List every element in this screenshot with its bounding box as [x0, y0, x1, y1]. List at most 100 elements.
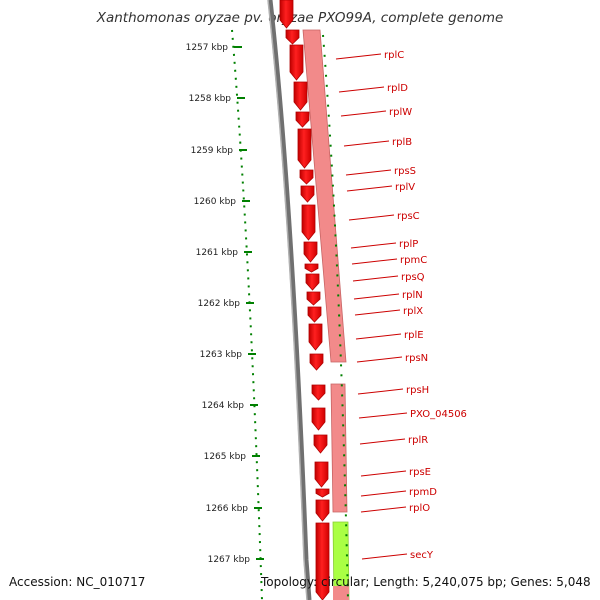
- gene-arrow[interactable]: [314, 461, 329, 488]
- genome-summary: Topology: circular; Length: 5,240,075 bp…: [261, 575, 591, 589]
- gene-label-text: secY: [410, 550, 434, 561]
- scale-tick-label: 1257 kbp: [186, 43, 229, 53]
- scale-tick: 1266 kbp: [206, 504, 262, 514]
- gene-label-rplp[interactable]: rplP: [350, 239, 418, 250]
- gene-label-text: rplD: [387, 83, 408, 94]
- gene-label-text: rpsN: [405, 353, 428, 364]
- gene-label-text: rplO: [409, 503, 430, 514]
- scale-tick-label: 1259 kbp: [191, 146, 234, 156]
- gene-label-text: rpsC: [397, 211, 420, 222]
- gene-arrow[interactable]: [301, 204, 316, 241]
- gene-label-rple[interactable]: rplE: [355, 330, 424, 341]
- map-title: Xanthomonas oryzae pv. oryzae PXO99A, co…: [96, 10, 504, 26]
- gene-arrow[interactable]: [309, 353, 324, 371]
- scale-tick: 1260 kbp: [194, 197, 250, 207]
- gene-arrow[interactable]: [304, 263, 319, 273]
- gene-arrow[interactable]: [289, 44, 304, 81]
- scale-tick-label: 1258 kbp: [189, 94, 232, 104]
- gene-label-text: rplC: [384, 50, 404, 61]
- gene-label-rpsc[interactable]: rpsC: [348, 211, 420, 222]
- gene-arrow[interactable]: [295, 111, 310, 128]
- scale-tick: 1259 kbp: [191, 146, 247, 156]
- gene-label-rpmc[interactable]: rpmC: [351, 255, 427, 266]
- gene-arrow[interactable]: [297, 128, 312, 169]
- gene-arrow[interactable]: [293, 81, 308, 111]
- gene-label-rplc[interactable]: rplC: [335, 50, 404, 61]
- gene-arrow[interactable]: [303, 241, 318, 263]
- scale-tick-label: 1267 kbp: [208, 555, 251, 565]
- gene-arrow[interactable]: [279, 0, 294, 29]
- gene-label-rpsn[interactable]: rpsN: [356, 353, 428, 364]
- gene-label-text: rplX: [403, 306, 423, 317]
- gene-label-rpln[interactable]: rplN: [353, 290, 423, 301]
- scale-tick-label: 1263 kbp: [200, 350, 243, 360]
- gene-label-text: rplN: [402, 290, 423, 301]
- scale-tick-label: 1262 kbp: [198, 299, 241, 309]
- gene-label-text: rplP: [399, 239, 418, 250]
- gene-label-rpld[interactable]: rplD: [338, 83, 408, 94]
- gene-arrow[interactable]: [285, 29, 300, 45]
- gene-label-rpse[interactable]: rpsE: [360, 467, 431, 478]
- gene-label-rplb[interactable]: rplB: [343, 137, 412, 148]
- gene-arrow[interactable]: [308, 323, 323, 351]
- gene-label-rpsq[interactable]: rpsQ: [352, 272, 425, 283]
- genome-backbone: [267, 0, 312, 600]
- scale-dotted-line: [231, 29, 263, 600]
- scale-tick: 1262 kbp: [198, 299, 254, 309]
- gene-label-secy[interactable]: secY: [361, 550, 434, 561]
- gene-arrow[interactable]: [311, 407, 326, 431]
- gene-band-upper: [302, 29, 347, 363]
- gene-label-text: rplV: [395, 182, 415, 193]
- scale-tick-label: 1265 kbp: [204, 452, 247, 462]
- gene-label-text: rpsH: [406, 385, 429, 396]
- gene-band: [302, 29, 350, 600]
- gene-label-rplr[interactable]: rplR: [359, 435, 428, 446]
- gene-label-rplv[interactable]: rplV: [346, 182, 415, 193]
- gene-label-text: rplR: [408, 435, 428, 446]
- scale-tick: 1261 kbp: [196, 248, 252, 258]
- accession-label: Accession: NC_010717: [9, 575, 146, 589]
- scale-tick: 1263 kbp: [200, 350, 256, 360]
- gene-arrow[interactable]: [306, 291, 321, 306]
- gene-label-rplw[interactable]: rplW: [340, 107, 412, 118]
- gene-label-rpss[interactable]: rpsS: [345, 166, 416, 177]
- gene-label-rpsh[interactable]: rpsH: [357, 385, 429, 396]
- gene-label-text: rplB: [392, 137, 412, 148]
- gene-label-pxo_04506[interactable]: PXO_04506: [358, 409, 467, 420]
- scale-tick-label: 1260 kbp: [194, 197, 237, 207]
- gene-arrow[interactable]: [300, 185, 315, 203]
- gene-arrow[interactable]: [311, 384, 326, 401]
- gene-band-bottom: [333, 586, 349, 600]
- scale-tick-label: 1266 kbp: [206, 504, 249, 514]
- gene-label-text: rpsQ: [401, 272, 425, 283]
- gene-arrow[interactable]: [313, 434, 328, 454]
- gene-label-text: rpsE: [409, 467, 431, 478]
- gene-label-text: rpmC: [400, 255, 427, 266]
- scale-tick: 1257 kbp: [186, 43, 242, 53]
- scale-tick: 1264 kbp: [202, 401, 258, 411]
- gene-label-text: rpmD: [409, 487, 437, 498]
- scale-tick-label: 1264 kbp: [202, 401, 245, 411]
- scale-tick: 1265 kbp: [204, 452, 260, 462]
- gene-arrow[interactable]: [299, 169, 314, 185]
- strand-dotted-line: [322, 34, 349, 600]
- gene-label-rplo[interactable]: rplO: [360, 503, 430, 514]
- gene-label-rplx[interactable]: rplX: [354, 306, 423, 317]
- gene-band-secy: [332, 521, 350, 600]
- gene-arrow[interactable]: [315, 488, 330, 498]
- scale-tick: 1258 kbp: [189, 94, 245, 104]
- gene-label-text: rplE: [404, 330, 424, 341]
- gene-label-rpmd[interactable]: rpmD: [360, 487, 437, 498]
- scale-tick-label: 1261 kbp: [196, 248, 239, 258]
- gene-label-text: PXO_04506: [410, 409, 467, 420]
- gene-arrow[interactable]: [315, 499, 330, 522]
- gene-arrow[interactable]: [315, 522, 330, 600]
- gene-band-lower: [330, 383, 348, 513]
- gene-arrow[interactable]: [305, 273, 320, 291]
- genome-backbone-highlight: [267, 0, 308, 600]
- gene-arrow[interactable]: [307, 306, 322, 323]
- gene-label-text: rplW: [389, 107, 412, 118]
- scale-tick: 1267 kbp: [208, 555, 264, 565]
- gene-label-text: rpsS: [394, 166, 416, 177]
